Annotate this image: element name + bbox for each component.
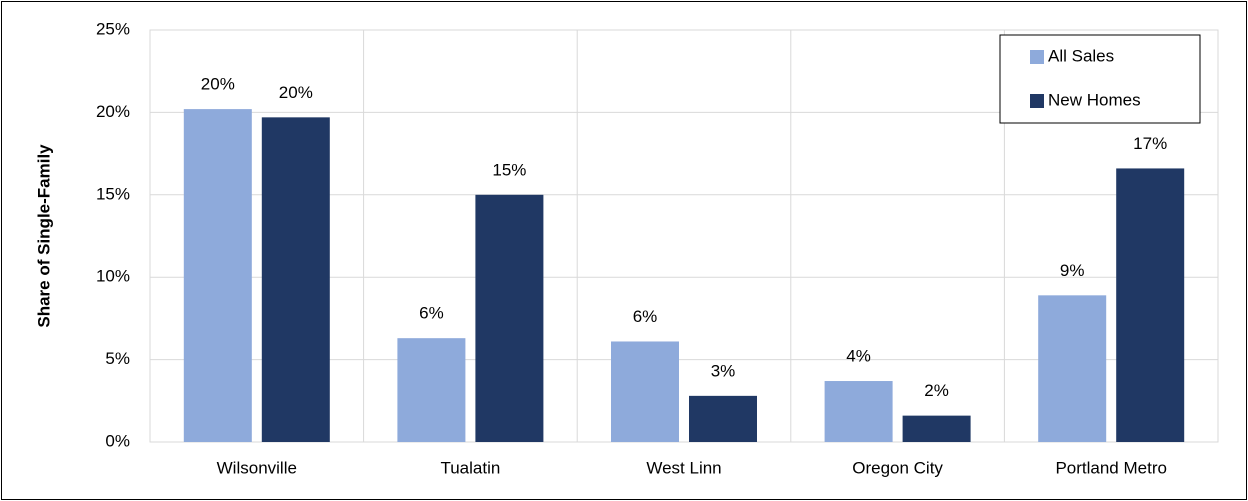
- value-label: 2%: [924, 381, 949, 400]
- bar: [475, 194, 544, 442]
- legend-label: New Homes: [1048, 90, 1141, 109]
- value-label: 3%: [711, 361, 736, 380]
- legend-label: All Sales: [1048, 46, 1114, 65]
- value-label: 6%: [419, 304, 444, 323]
- bar: [1038, 295, 1107, 442]
- x-tick-label: Portland Metro: [1055, 458, 1167, 477]
- y-tick-label: 20%: [96, 102, 130, 121]
- y-tick-label: 15%: [96, 184, 130, 203]
- bar: [261, 117, 330, 443]
- bar: [611, 341, 679, 442]
- y-tick-label: 25%: [96, 19, 130, 38]
- value-label: 20%: [279, 83, 313, 102]
- legend-box: [999, 34, 1201, 124]
- bar: [397, 338, 466, 442]
- y-tick-label: 5%: [105, 349, 130, 368]
- x-tick-label: Tualatin: [440, 458, 500, 477]
- bar: [1116, 168, 1185, 442]
- legend-swatch: [1030, 50, 1044, 64]
- value-label: 6%: [633, 307, 658, 326]
- bar: [824, 381, 893, 442]
- x-tick-label: Oregon City: [852, 458, 943, 477]
- value-label: 17%: [1133, 134, 1167, 153]
- bar: [183, 109, 252, 442]
- y-axis-label: Share of Single-Family: [34, 144, 53, 328]
- bar: [689, 395, 757, 442]
- value-label: 15%: [492, 160, 526, 179]
- legend-swatch: [1030, 94, 1044, 108]
- value-label: 20%: [201, 75, 235, 94]
- bar: [902, 415, 971, 442]
- x-tick-label: West Linn: [646, 458, 721, 477]
- y-tick-label: 10%: [96, 267, 130, 286]
- y-tick-label: 0%: [105, 431, 130, 450]
- x-tick-label: Wilsonville: [217, 458, 297, 477]
- value-label: 4%: [846, 347, 871, 366]
- value-label: 9%: [1060, 261, 1085, 280]
